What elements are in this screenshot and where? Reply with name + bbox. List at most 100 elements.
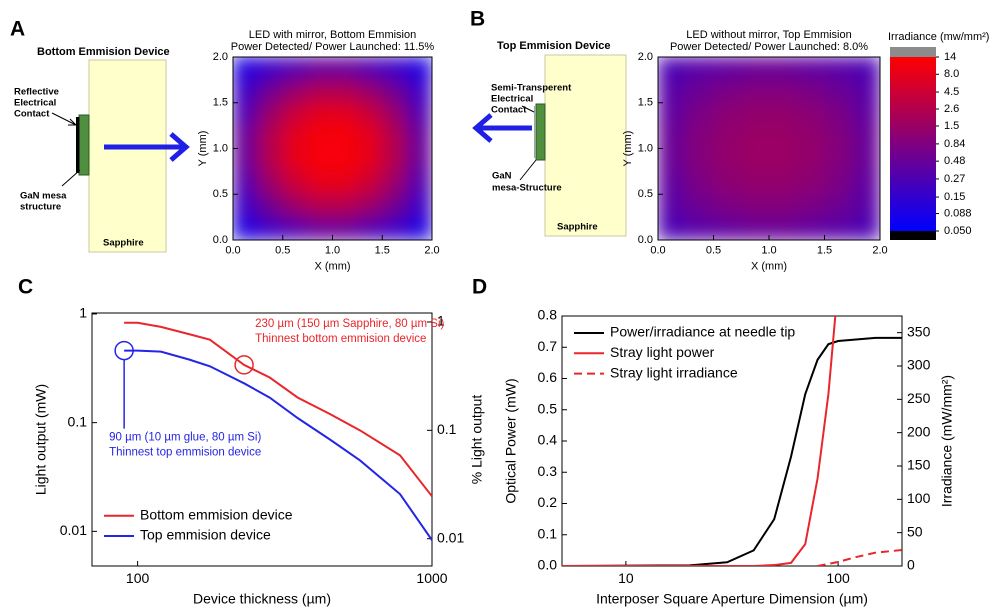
heat-cell <box>257 57 284 81</box>
heat-cell <box>713 102 742 127</box>
annotation-text: 90 µm (10 µm glue, 80 µm Si) <box>109 432 261 444</box>
y2-tick-label: 50 <box>907 523 923 539</box>
y-tick-label: 0.5 <box>538 400 558 416</box>
heat-cell <box>685 102 714 127</box>
heat-cell <box>332 170 358 195</box>
x-axis-label: X (mm) <box>314 260 350 272</box>
y-tick-label: 0.8 <box>538 307 558 323</box>
heat-cell <box>332 79 358 104</box>
y2-tick-label: 250 <box>907 390 931 406</box>
y2-axis-label: % Light output <box>469 395 485 485</box>
heat-cell <box>406 57 432 81</box>
heat-cell <box>713 148 742 172</box>
colorbar-tick-label: 2.6 <box>944 103 959 115</box>
heat-cell <box>685 170 714 195</box>
heat-cell <box>282 102 309 127</box>
heat-cell <box>740 148 770 172</box>
heat-cell <box>851 170 880 195</box>
y2-tick-label: 100 <box>907 490 931 506</box>
heat-cell <box>307 148 333 172</box>
heat-cell <box>257 148 284 172</box>
heat-cell <box>332 148 358 172</box>
heat-cell <box>282 148 309 172</box>
mesa <box>78 114 90 176</box>
y-tick-label: 0.3 <box>538 463 558 479</box>
heat-cell <box>713 216 742 240</box>
pointer <box>519 159 537 181</box>
heat-cell <box>356 57 383 81</box>
legend-label: Top emmision device <box>140 527 271 543</box>
heat-cell <box>740 216 770 240</box>
colorbar-over <box>890 47 936 57</box>
heat-cell <box>257 79 284 104</box>
heat-cell <box>257 125 284 149</box>
heat-cell <box>332 102 358 127</box>
heat-cell <box>658 79 687 104</box>
heat-cell <box>356 216 383 240</box>
heat-cell <box>233 57 259 81</box>
colorbar-tick-label: 0.27 <box>944 173 965 185</box>
x-tick-label: 0.5 <box>706 244 721 256</box>
heat-cell <box>257 216 284 240</box>
y-tick-label: 0.01 <box>60 522 87 538</box>
y-tick-label: 0.0 <box>213 234 228 246</box>
heat-cell <box>233 148 259 172</box>
series-line <box>124 321 432 497</box>
heat-cell <box>233 170 259 195</box>
y-tick-label: 0.4 <box>538 432 558 448</box>
heat-cell <box>851 148 880 172</box>
heat-cell <box>658 148 687 172</box>
contact-label: Contact <box>14 109 50 120</box>
x-tick-label: 1.5 <box>817 244 832 256</box>
x-axis-label: Interposer Square Aperture Dimension (µm… <box>596 590 868 606</box>
chart-title: LED with mirror, Bottom Emmision <box>249 29 416 41</box>
heat-cell <box>796 170 825 195</box>
heat-cell <box>685 79 714 104</box>
y-tick-label: 0.0 <box>638 234 653 246</box>
heat-cell <box>851 216 880 240</box>
series-line <box>562 336 902 566</box>
heat-cell <box>332 125 358 149</box>
y-tick-label: 1 <box>79 305 87 321</box>
heat-cell <box>356 125 383 149</box>
heat-cell <box>851 79 880 104</box>
y2-tick-label: 0.01 <box>437 529 464 545</box>
mesa-label: GaN <box>492 171 512 182</box>
colorbar-under <box>890 231 936 240</box>
heat-cell <box>282 125 309 149</box>
x-tick-label: 10 <box>618 570 634 586</box>
x-tick-label: 0.5 <box>275 244 290 256</box>
chart-subtitle: Power Detected/ Power Launched: 8.0% <box>670 41 868 53</box>
heat-cell <box>332 216 358 240</box>
heat-cell <box>796 148 825 172</box>
y2-tick-label: 350 <box>907 323 931 339</box>
heat-cell <box>824 193 853 218</box>
heat-cell <box>740 125 770 149</box>
heat-cell <box>768 102 798 127</box>
heat-cell <box>406 102 432 127</box>
heat-cell <box>851 193 880 218</box>
heat-cell <box>713 57 742 81</box>
heatmap-cells <box>658 57 880 240</box>
x-tick-label: 100 <box>826 570 850 586</box>
heat-cell <box>768 193 798 218</box>
heat-cell <box>356 170 383 195</box>
heat-cell <box>282 193 309 218</box>
panel-label: D <box>472 276 487 299</box>
contact <box>76 117 80 173</box>
colorbar-tick-label: 0.050 <box>944 225 972 237</box>
series-group <box>124 321 432 541</box>
series-line <box>817 549 902 566</box>
heat-cell <box>406 193 432 218</box>
mesa <box>535 103 546 161</box>
heat-cell <box>658 170 687 195</box>
diagram-title: Bottom Emmision Device <box>37 46 170 58</box>
colorbar-tick-label: 8.0 <box>944 68 959 80</box>
heat-cell <box>685 148 714 172</box>
heat-cell <box>768 125 798 149</box>
diagram-bottom: Bottom Emmision Device Sapphire Reflecti… <box>14 46 190 253</box>
heatmap <box>233 57 432 240</box>
colorbar-tick-label: 1.5 <box>944 120 959 132</box>
plot-frame <box>91 312 433 567</box>
